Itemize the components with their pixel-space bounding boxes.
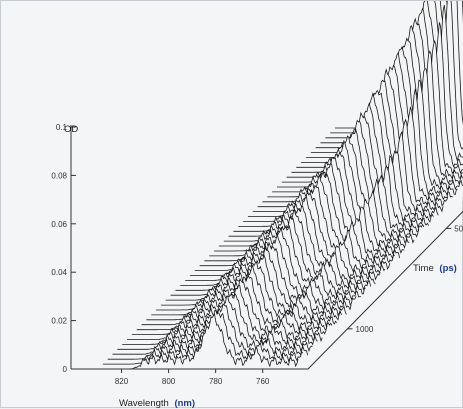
x-tick-label: 800 <box>162 377 176 386</box>
y-tick-label: 0.06 <box>51 220 67 229</box>
x-axis-title-text: Wavelength <box>119 398 169 409</box>
time-axis-title: Time (ps) <box>413 263 457 274</box>
x-axis-title: Wavelength (nm) <box>119 398 195 409</box>
trace-group <box>98 1 463 369</box>
y-tick-label: 0.04 <box>51 268 67 277</box>
y-tick-label: 0.02 <box>51 317 67 326</box>
x-tick-label: 780 <box>209 377 223 386</box>
y-axis-title: OD <box>64 124 78 135</box>
x-axis-title-unit: (nm) <box>174 398 195 409</box>
x-tick-label: 820 <box>115 377 129 386</box>
time-axis-title-unit: (ps) <box>439 263 456 274</box>
x-tick-label: 760 <box>256 377 270 386</box>
time-tick-label: 1000 <box>356 325 374 334</box>
time-axis-title-text: Time <box>413 263 434 274</box>
time-tick-label: 500 <box>454 224 463 233</box>
y-tick-label: 0 <box>63 365 68 374</box>
y-tick-label: 0.08 <box>51 171 67 180</box>
